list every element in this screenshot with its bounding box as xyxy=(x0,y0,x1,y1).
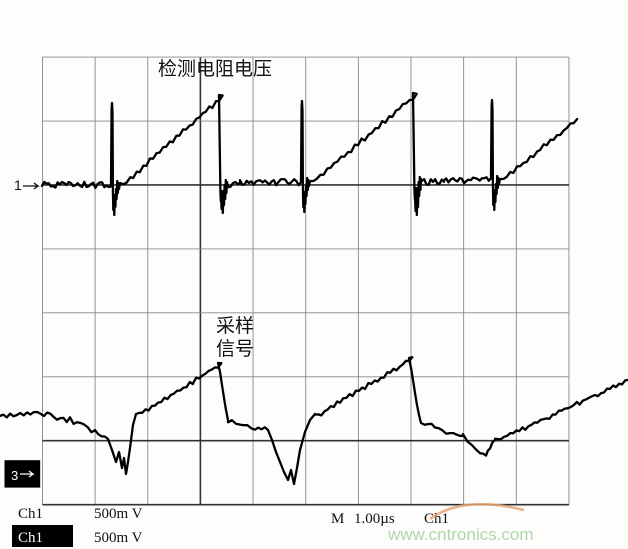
svg-text:M: M xyxy=(331,511,344,527)
svg-text:Ch1: Ch1 xyxy=(18,530,43,546)
svg-text:500m V: 500m V xyxy=(94,530,143,546)
svg-text:1: 1 xyxy=(14,177,22,193)
svg-text:500m V: 500m V xyxy=(94,506,143,522)
svg-text:www.cntronics.com: www.cntronics.com xyxy=(387,525,533,544)
svg-text:信号: 信号 xyxy=(216,338,254,360)
svg-text:3: 3 xyxy=(11,468,18,483)
svg-text:检测电阻电压: 检测电阻电压 xyxy=(158,58,272,80)
svg-text:采样: 采样 xyxy=(216,315,254,337)
svg-text:Ch1: Ch1 xyxy=(18,506,43,522)
